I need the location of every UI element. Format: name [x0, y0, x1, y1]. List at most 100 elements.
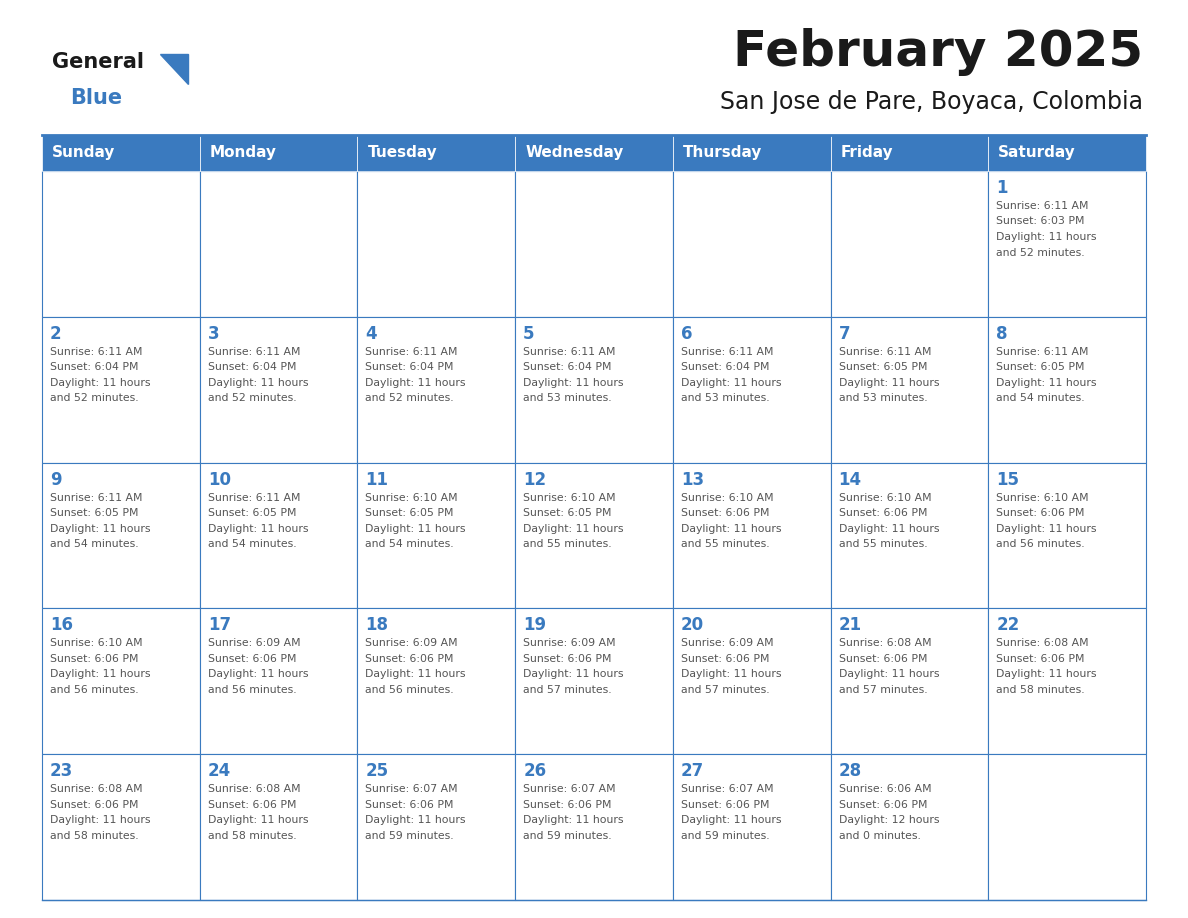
Text: Daylight: 11 hours: Daylight: 11 hours	[208, 523, 308, 533]
Text: and 52 minutes.: and 52 minutes.	[208, 393, 296, 403]
Bar	[830, 317, 988, 463]
Text: and 0 minutes.: and 0 minutes.	[839, 831, 921, 841]
Text: Daylight: 12 hours: Daylight: 12 hours	[839, 815, 939, 825]
Text: Daylight: 11 hours: Daylight: 11 hours	[50, 815, 151, 825]
Text: Sunrise: 6:11 AM: Sunrise: 6:11 AM	[997, 201, 1088, 211]
Text: and 54 minutes.: and 54 minutes.	[997, 393, 1085, 403]
Text: 5: 5	[523, 325, 535, 342]
Text: Sunset: 6:06 PM: Sunset: 6:06 PM	[839, 800, 927, 810]
Text: Daylight: 11 hours: Daylight: 11 hours	[523, 815, 624, 825]
Text: Sunset: 6:06 PM: Sunset: 6:06 PM	[997, 654, 1085, 664]
Text: Daylight: 11 hours: Daylight: 11 hours	[839, 378, 939, 387]
Text: and 59 minutes.: and 59 minutes.	[366, 831, 454, 841]
Text: Sunset: 6:04 PM: Sunset: 6:04 PM	[366, 363, 454, 373]
Text: 26: 26	[523, 762, 546, 780]
Text: and 55 minutes.: and 55 minutes.	[839, 539, 927, 549]
Text: Sunrise: 6:09 AM: Sunrise: 6:09 AM	[208, 638, 301, 648]
Text: Daylight: 11 hours: Daylight: 11 hours	[523, 523, 624, 533]
Bar	[42, 755, 200, 900]
Text: 25: 25	[366, 762, 388, 780]
Text: and 52 minutes.: and 52 minutes.	[50, 393, 139, 403]
Text: General: General	[52, 52, 144, 72]
Text: Sunset: 6:04 PM: Sunset: 6:04 PM	[208, 363, 296, 373]
Text: Monday: Monday	[210, 145, 277, 161]
Bar	[672, 317, 830, 463]
Text: Sunset: 6:05 PM: Sunset: 6:05 PM	[523, 508, 612, 518]
Text: and 57 minutes.: and 57 minutes.	[523, 685, 612, 695]
Bar	[42, 135, 200, 171]
Bar	[200, 755, 358, 900]
Bar	[672, 135, 830, 171]
Bar	[988, 317, 1146, 463]
Bar	[42, 463, 200, 609]
Text: and 58 minutes.: and 58 minutes.	[208, 831, 296, 841]
Text: Sunset: 6:05 PM: Sunset: 6:05 PM	[366, 508, 454, 518]
Text: 28: 28	[839, 762, 861, 780]
Text: 18: 18	[366, 616, 388, 634]
Text: Sunrise: 6:07 AM: Sunrise: 6:07 AM	[523, 784, 615, 794]
Text: 19: 19	[523, 616, 546, 634]
Text: Daylight: 11 hours: Daylight: 11 hours	[366, 523, 466, 533]
Text: Sunrise: 6:10 AM: Sunrise: 6:10 AM	[681, 493, 773, 502]
Text: Sunset: 6:04 PM: Sunset: 6:04 PM	[523, 363, 612, 373]
Text: Sunset: 6:06 PM: Sunset: 6:06 PM	[208, 800, 296, 810]
Text: Daylight: 11 hours: Daylight: 11 hours	[50, 378, 151, 387]
Text: Saturday: Saturday	[998, 145, 1076, 161]
Text: Sunrise: 6:11 AM: Sunrise: 6:11 AM	[208, 493, 301, 502]
Text: 15: 15	[997, 471, 1019, 488]
Bar	[516, 317, 672, 463]
Text: Daylight: 11 hours: Daylight: 11 hours	[208, 378, 308, 387]
Bar	[672, 463, 830, 609]
Text: 27: 27	[681, 762, 704, 780]
Text: 24: 24	[208, 762, 230, 780]
Bar	[42, 317, 200, 463]
Bar	[358, 755, 516, 900]
Text: Daylight: 11 hours: Daylight: 11 hours	[681, 523, 782, 533]
Bar	[830, 609, 988, 755]
Text: and 55 minutes.: and 55 minutes.	[681, 539, 770, 549]
Text: 23: 23	[50, 762, 74, 780]
Text: Sunrise: 6:11 AM: Sunrise: 6:11 AM	[50, 347, 143, 357]
Text: Daylight: 11 hours: Daylight: 11 hours	[366, 815, 466, 825]
Text: Sunset: 6:06 PM: Sunset: 6:06 PM	[681, 654, 770, 664]
Text: and 59 minutes.: and 59 minutes.	[681, 831, 770, 841]
Text: and 56 minutes.: and 56 minutes.	[997, 539, 1085, 549]
Bar	[358, 609, 516, 755]
Text: Daylight: 11 hours: Daylight: 11 hours	[997, 378, 1097, 387]
Text: Sunset: 6:05 PM: Sunset: 6:05 PM	[839, 363, 927, 373]
Bar	[358, 463, 516, 609]
Text: Sunrise: 6:10 AM: Sunrise: 6:10 AM	[997, 493, 1089, 502]
Text: Sunset: 6:06 PM: Sunset: 6:06 PM	[523, 800, 612, 810]
Text: Sunset: 6:03 PM: Sunset: 6:03 PM	[997, 217, 1085, 227]
Bar	[988, 171, 1146, 317]
Text: Sunrise: 6:11 AM: Sunrise: 6:11 AM	[366, 347, 457, 357]
Text: and 52 minutes.: and 52 minutes.	[366, 393, 454, 403]
Text: Sunrise: 6:10 AM: Sunrise: 6:10 AM	[523, 493, 615, 502]
Bar	[200, 135, 358, 171]
Text: 22: 22	[997, 616, 1019, 634]
Text: 14: 14	[839, 471, 861, 488]
Text: Sunday: Sunday	[52, 145, 115, 161]
Bar	[200, 609, 358, 755]
Bar	[830, 463, 988, 609]
Text: Friday: Friday	[841, 145, 893, 161]
Text: Daylight: 11 hours: Daylight: 11 hours	[366, 378, 466, 387]
Text: and 55 minutes.: and 55 minutes.	[523, 539, 612, 549]
Text: Sunrise: 6:08 AM: Sunrise: 6:08 AM	[208, 784, 301, 794]
Text: San Jose de Pare, Boyaca, Colombia: San Jose de Pare, Boyaca, Colombia	[720, 90, 1143, 114]
Text: Sunrise: 6:08 AM: Sunrise: 6:08 AM	[997, 638, 1089, 648]
Text: Sunrise: 6:06 AM: Sunrise: 6:06 AM	[839, 784, 931, 794]
Bar	[988, 463, 1146, 609]
Text: Sunrise: 6:08 AM: Sunrise: 6:08 AM	[50, 784, 143, 794]
Text: and 59 minutes.: and 59 minutes.	[523, 831, 612, 841]
Text: Sunrise: 6:11 AM: Sunrise: 6:11 AM	[839, 347, 931, 357]
Text: Sunset: 6:06 PM: Sunset: 6:06 PM	[50, 800, 139, 810]
Text: Daylight: 11 hours: Daylight: 11 hours	[208, 669, 308, 679]
Text: Tuesday: Tuesday	[367, 145, 437, 161]
Bar	[42, 609, 200, 755]
Text: and 57 minutes.: and 57 minutes.	[681, 685, 770, 695]
Bar	[830, 171, 988, 317]
Text: 11: 11	[366, 471, 388, 488]
Text: 16: 16	[50, 616, 72, 634]
Bar	[830, 755, 988, 900]
